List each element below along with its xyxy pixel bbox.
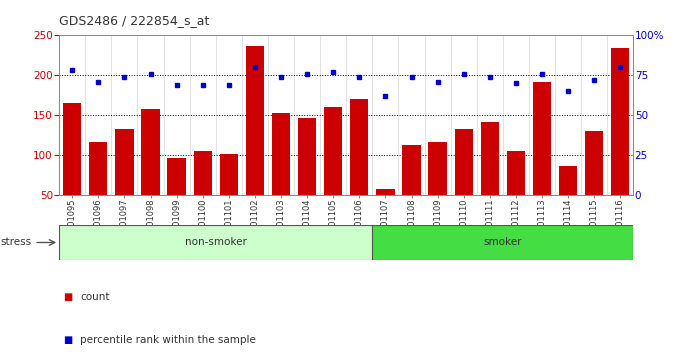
Bar bbox=[89, 142, 107, 195]
Bar bbox=[272, 113, 290, 195]
Text: non-smoker: non-smoker bbox=[185, 238, 246, 247]
Bar bbox=[611, 48, 629, 195]
Text: smoker: smoker bbox=[484, 238, 522, 247]
Bar bbox=[429, 142, 447, 195]
Text: GDS2486 / 222854_s_at: GDS2486 / 222854_s_at bbox=[59, 14, 209, 27]
Bar bbox=[585, 131, 603, 195]
Bar bbox=[533, 82, 551, 195]
Bar bbox=[168, 158, 186, 195]
Bar bbox=[246, 46, 264, 195]
Text: ■: ■ bbox=[63, 335, 72, 345]
Bar bbox=[507, 151, 525, 195]
Bar bbox=[220, 154, 238, 195]
Bar bbox=[63, 103, 81, 195]
Bar bbox=[59, 225, 372, 260]
Bar bbox=[298, 118, 316, 195]
Bar bbox=[141, 109, 159, 195]
Bar bbox=[193, 151, 212, 195]
Bar bbox=[372, 225, 633, 260]
Bar bbox=[116, 130, 134, 195]
Bar bbox=[481, 122, 499, 195]
Bar bbox=[324, 107, 342, 195]
Text: percentile rank within the sample: percentile rank within the sample bbox=[80, 335, 256, 345]
Bar bbox=[559, 166, 577, 195]
Text: stress: stress bbox=[0, 238, 31, 247]
Text: count: count bbox=[80, 292, 109, 302]
Bar bbox=[454, 129, 473, 195]
Text: ■: ■ bbox=[63, 292, 72, 302]
Bar bbox=[377, 189, 395, 195]
Bar bbox=[350, 99, 368, 195]
Bar bbox=[402, 145, 420, 195]
